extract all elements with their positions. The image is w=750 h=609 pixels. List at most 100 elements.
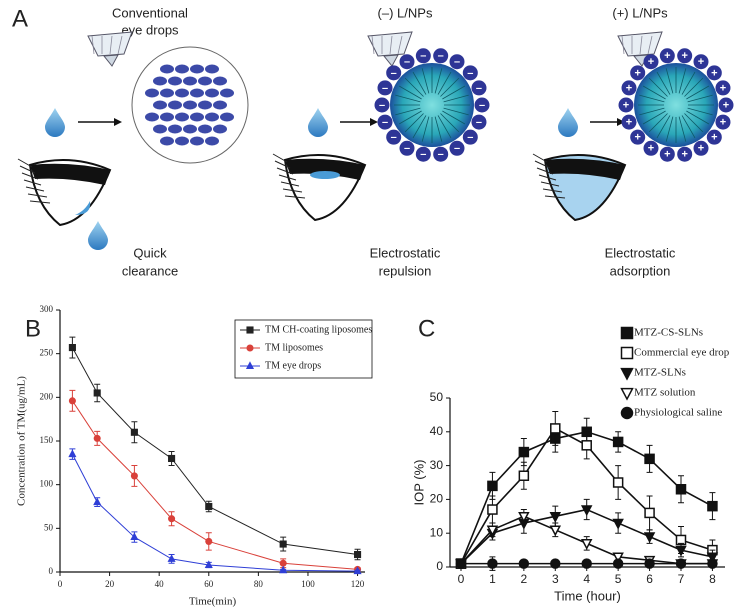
marker [518,446,530,458]
column-title: (+) L/NPs [612,5,668,20]
drug-molecule [153,124,167,134]
marker [549,525,562,537]
drug-molecule [205,112,219,122]
bottle-rib [371,35,375,55]
drug-molecule [213,76,227,86]
marker [279,540,287,548]
lipid-tail [648,77,668,97]
eyelash [21,172,39,180]
drug-molecule [198,76,212,86]
y-tick-label: 300 [40,304,54,314]
eyelash [29,200,51,204]
lipid-tail [665,68,674,94]
legend-label: MTZ-SLNs [634,367,686,379]
charge-bead [449,140,465,156]
legend-marker [246,344,254,352]
charge-symbol: + [634,67,640,79]
charge-bead [449,54,465,70]
drug-molecule [160,64,174,74]
lipid-tail [421,116,430,142]
y-tick-label: 0 [436,559,443,573]
marker [644,453,655,465]
bottle-rib [639,35,643,55]
charge-bead [474,97,490,113]
eye-lid [285,158,365,180]
marker [581,440,592,451]
marker [550,558,561,569]
charge-symbol: + [664,149,670,161]
charge-bead [399,140,415,156]
bottle-tip [103,54,119,67]
eyelash [536,167,554,175]
lipid-tail [434,68,443,94]
lipid-tail [686,110,710,125]
column-title: Conventional [112,5,188,20]
drug-molecule [153,76,167,86]
y-tick-label: 100 [40,479,54,489]
column-caption: Electrostatic [605,245,676,260]
lipid-tail [440,113,460,133]
marker [612,552,624,564]
lipid-tail [684,113,704,133]
charge-bead [471,80,487,96]
bottle-icon [87,31,133,57]
eyelash [272,153,288,163]
x-tick-label: 6 [646,572,653,586]
charge-bead [630,65,646,81]
film [310,171,340,179]
lipid-tail [686,85,710,100]
eye-lid [545,158,625,180]
charge-symbol: – [382,82,388,94]
marker [581,558,592,569]
lipid-tail [421,68,430,94]
legend-marker [620,367,634,381]
eyelash [282,188,303,193]
marker [68,397,76,405]
bottle-rib [397,35,403,55]
charge-symbol: – [467,132,473,144]
charge-bead [706,65,722,81]
x-tick-label: 0 [458,572,465,586]
eyelash [284,195,306,199]
eyelash [17,158,33,168]
charge-symbol: + [711,132,717,144]
marker [167,554,176,562]
charge-bead [462,65,478,81]
legend-label: Physiological saline [634,407,722,419]
x-tick-label: 4 [583,572,590,586]
charge-bead [377,80,393,96]
column-caption: Electrostatic [370,245,441,260]
eyelash [544,195,566,199]
charge-symbol: + [681,50,687,62]
drug-molecule [205,64,219,74]
marker [486,525,499,537]
drug-molecule [190,136,204,146]
eye-lid [30,163,110,185]
arrow-head [370,118,378,126]
charge-symbol: – [438,50,444,62]
drop-icon [558,108,578,137]
lipid-tail [398,110,422,125]
eyelash [274,160,291,169]
lipid-tail [395,107,421,116]
y-tick-label: 30 [430,458,444,472]
legend-marker [620,387,634,401]
drug-molecule [160,88,174,98]
marker [354,550,362,559]
charge-symbol: + [664,50,670,62]
charge-symbol: – [391,132,397,144]
drug-molecule [175,112,189,122]
drug-molecule [190,112,204,122]
legend-label: TM CH-coating liposomes [265,324,372,335]
x-tick-label: 0 [58,579,63,589]
lipid-tail [642,110,666,125]
drug-molecule [168,124,182,134]
panel-label: B [25,315,41,342]
legend-label: TM liposomes [265,342,323,353]
eyelash [19,165,36,174]
drop-icon [45,108,65,137]
series-line [71,400,358,570]
marker [644,558,655,569]
eyelash [534,160,551,169]
